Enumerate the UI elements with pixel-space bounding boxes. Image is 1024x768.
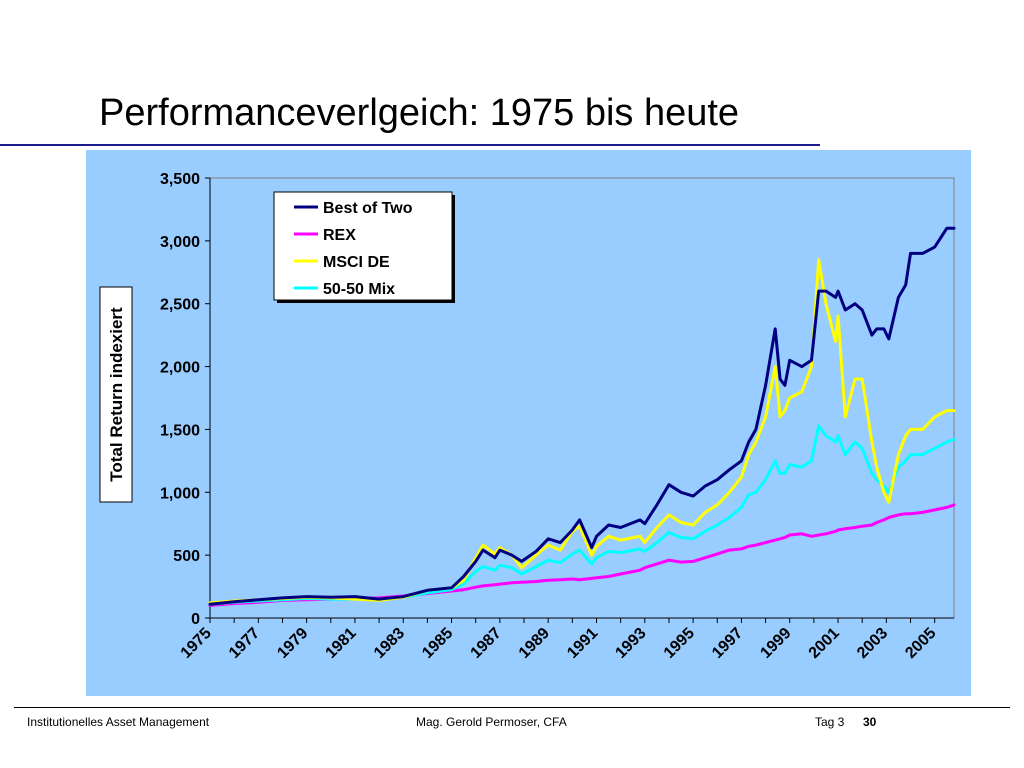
- y-tick-label: 0: [191, 611, 200, 628]
- series-line-rex: [208, 503, 956, 607]
- legend-label-rex: REX: [323, 227, 356, 244]
- title-divider: [0, 144, 820, 146]
- x-tick-label: 1987: [468, 625, 505, 662]
- x-tick-label: 2003: [854, 625, 891, 662]
- y-tick-label: 2,000: [160, 360, 200, 377]
- legend-label-msci-de: MSCI DE: [323, 254, 390, 271]
- x-tick-label: 1981: [323, 625, 360, 662]
- x-tick-label: 1999: [757, 625, 794, 662]
- x-tick-label: 1983: [371, 625, 408, 662]
- footer-divider: [14, 707, 1010, 708]
- ylabel-layer: Total Return indexiert: [99, 286, 133, 503]
- y-axis-label: Total Return indexiert: [107, 307, 126, 482]
- legend-layer: Best of Two REX MSCI DE 50-50 Mix: [273, 191, 455, 303]
- footer-day: Tag 3: [815, 715, 845, 729]
- slide-title: Performanceverlgeich: 1975 bis heute: [99, 92, 740, 134]
- y-tick-label: 2,500: [160, 297, 200, 314]
- x-tick-label: 1995: [661, 625, 698, 662]
- x-tick-label: 1979: [274, 625, 311, 662]
- x-tick-label: 1991: [564, 625, 601, 662]
- series-line-best-of-two: [208, 226, 956, 606]
- footer-page-number: 30: [863, 715, 877, 729]
- legend-box: [273, 191, 453, 301]
- x-tick-label: 1993: [612, 625, 649, 662]
- y-tick-label: 3,000: [160, 234, 200, 251]
- x-tick-label: 1975: [178, 625, 215, 662]
- series-layer: [208, 226, 956, 607]
- y-tick-label: 1,000: [160, 485, 200, 502]
- x-tick-label: 1977: [226, 625, 263, 662]
- y-tick-label: 500: [173, 548, 200, 565]
- series-line-50-50-mix: [208, 424, 956, 606]
- x-tick-label: 1997: [709, 625, 746, 662]
- x-tick-label: 1989: [516, 625, 553, 662]
- x-tick-label: 2005: [902, 625, 939, 662]
- chart-panel: 0 500 1,000 1,500 2,000 2,500 3,000 3,500 1975 19…: [86, 150, 971, 696]
- x-tick-label: 1985: [419, 625, 456, 662]
- legend-label-best-of-two: Best of Two: [323, 200, 413, 217]
- footer-author: Mag. Gerold Permoser, CFA: [416, 715, 567, 729]
- footer-course: Institutionelles Asset Management: [27, 715, 210, 729]
- y-axis-label-box: [99, 286, 133, 503]
- y-tick-label: 1,500: [160, 422, 200, 439]
- x-tick-label: 2001: [806, 625, 843, 662]
- line-chart: 0 500 1,000 1,500 2,000 2,500 3,000 3,500 1975 19…: [99, 171, 956, 662]
- legend-label-50-50-mix: 50-50 Mix: [323, 281, 395, 298]
- y-tick-label: 3,500: [160, 171, 200, 188]
